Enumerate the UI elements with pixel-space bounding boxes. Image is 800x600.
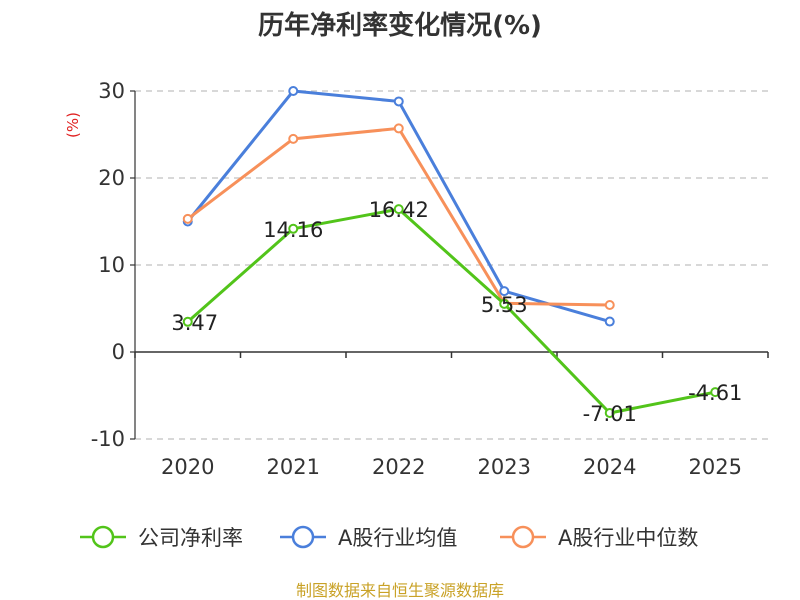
data-point: [288, 223, 299, 234]
x-tick-label: 2021: [267, 455, 320, 479]
data-label: 5.53: [481, 293, 528, 317]
chart-title: 历年净利率变化情况(%): [258, 10, 542, 41]
data-labels: 3.47 14.16 16.42 5.53 -7.01 -4.61: [171, 198, 742, 426]
legend-marker: [511, 525, 535, 549]
y-tick-label: 0: [112, 340, 125, 364]
series-lines: [182, 86, 721, 418]
legend-marker: [291, 525, 315, 549]
legend-label: 公司净利率: [138, 526, 243, 550]
tick-labels: 30 20 10 0 -10 2020 2021 2022 2023 2024 2025: [91, 79, 742, 479]
y-tick-label: -10: [91, 427, 125, 451]
data-point: [182, 213, 193, 224]
data-point: [710, 387, 721, 398]
y-tick-label: 10: [98, 253, 125, 277]
legend: 公司净利率 A股行业均值 A股行业中位数: [80, 525, 698, 550]
data-point: [393, 123, 404, 134]
legend-label: A股行业中位数: [558, 526, 698, 550]
x-tick-label: 2025: [689, 455, 742, 479]
data-point: [393, 96, 404, 107]
x-tick-label: 2023: [478, 455, 531, 479]
data-label: 16.42: [369, 198, 429, 222]
grid: [135, 90, 768, 440]
axes: [130, 90, 769, 440]
source-note: 制图数据来自恒生聚源数据库: [296, 581, 504, 600]
data-point: [604, 407, 615, 418]
legend-label: A股行业均值: [338, 526, 457, 550]
data-point: [499, 298, 510, 309]
data-point: [393, 204, 404, 215]
data-point: [604, 316, 615, 327]
data-label: 3.47: [171, 311, 218, 335]
x-tick-label: 2022: [372, 455, 425, 479]
data-point: [604, 300, 615, 311]
data-point: [499, 286, 510, 297]
data-label: -7.01: [583, 402, 637, 426]
y-tick-label: 30: [98, 79, 125, 103]
series-line: [186, 207, 716, 415]
legend-item[interactable]: A股行业均值: [280, 525, 457, 550]
data-point: [288, 86, 299, 96]
data-point: [288, 133, 299, 144]
legend-item[interactable]: 公司净利率: [80, 525, 243, 550]
y-axis-unit: (%): [64, 112, 82, 138]
data-label: -4.61: [688, 381, 742, 405]
legend-item[interactable]: A股行业中位数: [500, 525, 698, 550]
x-tick-label: 2020: [161, 455, 214, 479]
legend-marker: [91, 525, 115, 549]
data-point: [182, 316, 193, 327]
y-tick-label: 20: [98, 166, 125, 190]
data-label: 14.16: [263, 218, 323, 242]
x-tick-label: 2024: [583, 455, 636, 479]
